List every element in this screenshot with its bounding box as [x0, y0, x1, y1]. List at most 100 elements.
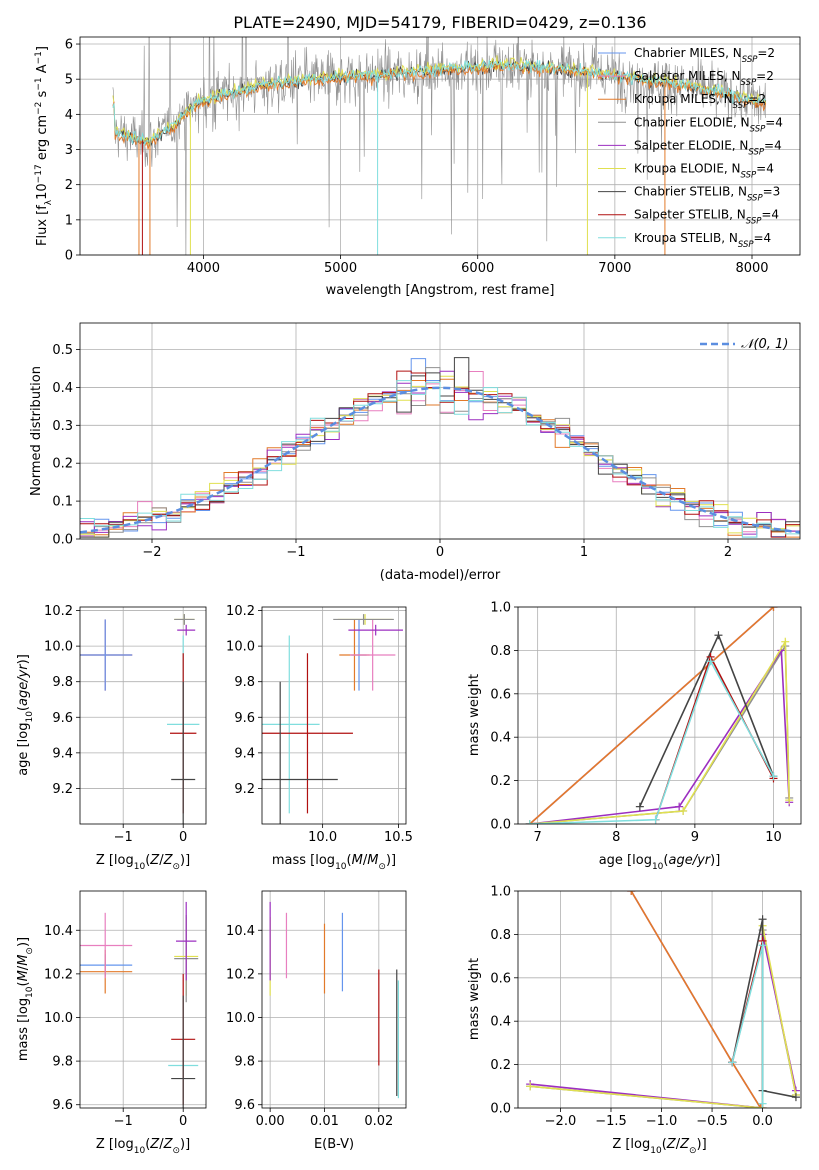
y-tick-label: 0.8 — [490, 928, 511, 943]
axes-frame — [79, 606, 207, 825]
label-part: age/yr — [16, 663, 31, 706]
label-part: erg cm — [35, 115, 50, 164]
label-part: age/yr — [668, 853, 711, 868]
axes-frame — [79, 890, 207, 1109]
x-tick-label: −1 — [114, 830, 133, 845]
model-spectrum-line — [112, 61, 767, 150]
legend-text: Chabrier ELODIE, N — [634, 115, 750, 129]
x-tick-label: 0.00 — [256, 1114, 285, 1129]
x-tick-label: 5000 — [324, 261, 357, 276]
legend-sub: SSP — [733, 101, 749, 111]
y-tick-label: 10.2 — [226, 604, 255, 619]
label-part: 10 — [652, 862, 664, 872]
x-tick-label: 9 — [691, 830, 699, 845]
ticks: 7 8 9 10 0.0 0.2 0.4 0.6 0.8 1.0 — [490, 601, 781, 846]
legend-tail: =4 — [756, 162, 774, 176]
label-part: −1 — [34, 77, 44, 90]
x-tick-label: 7000 — [598, 261, 631, 276]
label-part: ( — [145, 853, 150, 868]
axes-frame — [79, 36, 801, 256]
y-tick-label: 1 — [65, 213, 73, 228]
label-part: M — [16, 955, 31, 966]
ticks: −1 0 9.6 9.8 10.0 10.2 10.4 — [44, 924, 187, 1129]
errorbar-point — [171, 681, 196, 824]
y-tick-label: 0.8 — [490, 644, 511, 659]
y-tick-label: 10.4 — [226, 924, 255, 939]
x-tick-label: −1.0 — [646, 1114, 678, 1129]
age-vs-mass-panel: 10.0 10.5 9.2 9.4 9.6 9.8 10.0 10.2 mass [log10(… — [226, 604, 413, 872]
histogram-step-line — [80, 380, 800, 538]
label-part: 10 — [25, 986, 35, 998]
plot-area — [80, 901, 199, 1108]
legend-entry: Chabrier ELODIE, NSSP=4 — [634, 115, 783, 134]
y-tick-label: 10.0 — [226, 640, 255, 655]
ticks: 4000 5000 6000 7000 8000 0 1 2 3 4 5 6 — [65, 38, 769, 276]
normal-curve-line — [80, 386, 800, 534]
legend-entry: Chabrier STELIB, NSSP=3 — [634, 185, 780, 204]
plus-marker — [756, 1104, 765, 1108]
label-part: ( — [663, 853, 668, 868]
label-part: )] — [16, 937, 31, 947]
y-tick-label: 9.8 — [234, 675, 255, 690]
ticks: 10.0 10.5 9.2 9.4 9.6 9.8 10.0 10.2 — [226, 604, 413, 845]
legend-sub: SSP — [738, 240, 754, 250]
label-part: Z [log — [612, 1137, 650, 1152]
y-axis-label: Normed distribution — [29, 366, 44, 496]
x-tick-label: 2 — [724, 545, 732, 560]
label-part: )] — [180, 853, 190, 868]
label-part: )] — [697, 1137, 707, 1152]
x-axis-label: (data-model)/error — [380, 568, 501, 583]
y-axis-label: mass [log10(M/M⊙)] — [16, 937, 35, 1061]
plus-marker — [635, 802, 644, 811]
x-tick-label: 7 — [534, 830, 542, 845]
age-vs-metallicity-panel: −1 09.29.49.69.810.010.2Z [log10(Z/Z⊙)]ag… — [16, 604, 207, 872]
legend-sub: SSP — [742, 55, 758, 65]
y-tick-label: 0.2 — [52, 457, 73, 472]
y-tick-label: 3 — [65, 143, 73, 158]
x-axis-label: Z [log10(Z/Z⊙)] — [96, 1137, 190, 1156]
ticks: −2.0 −1.5 −1.0 −0.5 0.0 0.0 0.2 0.4 0.6 0.8 1.0 — [490, 885, 773, 1130]
x-tick-label: 1 — [580, 545, 588, 560]
x-tick-label: −1.5 — [595, 1114, 627, 1129]
x-axis-label: wavelength [Angstrom, rest frame] — [326, 283, 555, 298]
legend-text: Salpeter ELODIE, N — [634, 138, 748, 152]
label-part: ⊙ — [172, 1146, 180, 1156]
label-part: / — [363, 853, 368, 868]
label-part: age [log — [16, 723, 31, 776]
label-part: 10 — [134, 1146, 146, 1156]
legend-entry: 𝒩(0, 1) — [741, 337, 788, 352]
x-tick-label: 6000 — [461, 261, 494, 276]
x-axis-label: Z [log10(Z/Z⊙)] — [96, 853, 190, 872]
x-axis-label: E(B-V) — [314, 1137, 354, 1152]
plus-marker — [791, 1093, 800, 1102]
grid — [80, 891, 206, 1108]
label-part: Z — [163, 853, 174, 868]
y-axis-label: mass weight — [467, 958, 482, 1040]
y-tick-label: 9.8 — [52, 1055, 73, 1070]
plus-marker — [769, 772, 778, 781]
y-tick-label: 10.4 — [44, 924, 73, 939]
label-part: M — [16, 970, 31, 981]
axes-frame — [79, 322, 801, 540]
y-axis-label: Flux [fλ10−17 erg cm−2 s−1 A−1] — [34, 46, 54, 246]
mass-weight-line — [529, 647, 790, 824]
errorbar-point — [333, 614, 394, 625]
plus-marker — [781, 637, 790, 646]
label-part: −2 — [34, 102, 44, 115]
y-tick-label: 2 — [65, 178, 73, 193]
label-part: ⊙ — [378, 862, 386, 872]
x-tick-label: 0.02 — [364, 1114, 393, 1129]
legend-entry: Salpeter STELIB, NSSP=4 — [634, 208, 779, 227]
y-tick-label: 10.2 — [226, 967, 255, 982]
legend-sub: SSP — [741, 78, 757, 88]
grid — [518, 606, 801, 825]
x-tick-label: 10.5 — [384, 830, 413, 845]
y-tick-label: 9.4 — [234, 746, 255, 761]
y-tick-label: 10.0 — [44, 640, 73, 655]
legend-tail: =2 — [748, 92, 766, 106]
x-tick-label: 4000 — [187, 261, 220, 276]
label-part: M — [352, 853, 363, 868]
y-tick-label: 0.0 — [490, 1102, 511, 1117]
label-part: Flux [f — [35, 205, 50, 246]
legend-tail: =3 — [763, 185, 781, 199]
